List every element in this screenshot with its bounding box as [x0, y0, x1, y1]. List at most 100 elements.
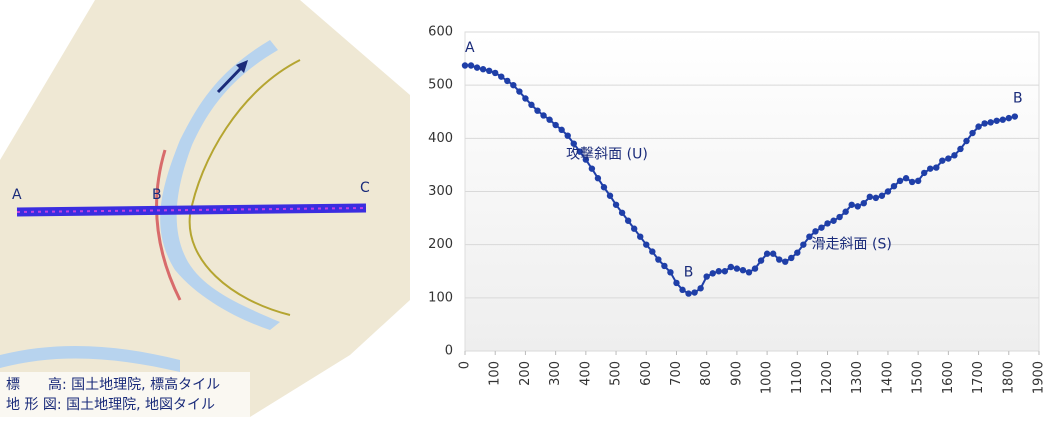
- map-label: B: [152, 187, 162, 203]
- data-point: [994, 118, 1000, 124]
- annotation: A: [465, 40, 475, 56]
- data-point: [963, 138, 969, 144]
- data-point: [685, 290, 691, 296]
- y-tick-label: 200: [428, 237, 453, 252]
- data-point: [540, 112, 546, 118]
- data-point: [951, 152, 957, 158]
- data-point: [546, 117, 552, 123]
- y-tick-label: 0: [445, 344, 453, 359]
- data-point: [1000, 117, 1006, 123]
- data-point: [661, 263, 667, 269]
- data-point: [722, 268, 728, 274]
- data-point: [885, 188, 891, 194]
- data-point: [728, 264, 734, 270]
- data-point: [643, 241, 649, 247]
- data-point: [897, 178, 903, 184]
- data-point: [830, 218, 836, 224]
- data-point: [534, 107, 540, 113]
- x-tick-label: 500: [609, 361, 624, 386]
- annotation: B: [684, 264, 694, 280]
- data-point: [510, 82, 516, 88]
- data-point: [915, 178, 921, 184]
- data-point: [558, 127, 564, 133]
- data-point: [939, 157, 945, 163]
- y-tick-label: 300: [428, 184, 453, 199]
- data-point: [504, 78, 510, 84]
- data-point: [595, 175, 601, 181]
- data-point: [842, 209, 848, 215]
- x-tick-label: 1400: [880, 361, 895, 394]
- data-point: [691, 289, 697, 295]
- data-point: [516, 88, 522, 94]
- data-point: [528, 102, 534, 108]
- x-tick-label: 200: [518, 361, 533, 386]
- data-point: [734, 265, 740, 271]
- data-point: [607, 193, 613, 199]
- data-point: [848, 202, 854, 208]
- data-point: [631, 226, 637, 232]
- x-tick-label: 1600: [941, 361, 956, 394]
- map-label: C: [360, 180, 370, 196]
- x-tick-label: 400: [578, 361, 593, 386]
- data-point: [891, 183, 897, 189]
- y-tick-label: 600: [428, 25, 453, 40]
- data-point: [794, 249, 800, 255]
- data-point: [486, 68, 492, 74]
- data-point: [752, 265, 758, 271]
- data-point: [776, 256, 782, 262]
- data-point: [873, 195, 879, 201]
- data-point: [957, 146, 963, 152]
- data-point: [879, 193, 885, 199]
- data-point: [1012, 113, 1018, 119]
- data-point: [697, 285, 703, 291]
- data-point: [552, 122, 558, 128]
- x-tick-label: 0: [458, 361, 473, 369]
- data-point: [474, 64, 480, 70]
- x-tick-label: 1300: [850, 361, 865, 394]
- x-tick-label: 900: [729, 361, 744, 386]
- x-tick-label: 1000: [760, 361, 775, 394]
- data-point: [987, 119, 993, 125]
- x-tick-label: 1700: [971, 361, 986, 394]
- data-point: [782, 258, 788, 264]
- data-point: [933, 164, 939, 170]
- data-point: [800, 241, 806, 247]
- data-point: [861, 200, 867, 206]
- y-tick-label: 500: [428, 78, 453, 93]
- data-point: [601, 184, 607, 190]
- data-point: [673, 280, 679, 286]
- data-point: [710, 270, 716, 276]
- data-point: [625, 218, 631, 224]
- x-tick-label: 100: [488, 361, 503, 386]
- data-point: [758, 257, 764, 263]
- data-point: [637, 233, 643, 239]
- annotation: B: [1013, 90, 1023, 106]
- data-point: [462, 62, 468, 68]
- x-tick-label: 1200: [820, 361, 835, 394]
- data-point: [788, 255, 794, 261]
- data-point: [589, 165, 595, 171]
- data-point: [468, 62, 474, 68]
- y-tick-label: 400: [428, 131, 453, 146]
- x-tick-label: 600: [639, 361, 654, 386]
- data-point: [836, 214, 842, 220]
- x-tick-label: 800: [699, 361, 714, 386]
- data-point: [855, 203, 861, 209]
- data-point: [909, 179, 915, 185]
- annotation: 滑走斜面 (S): [812, 236, 892, 253]
- data-point: [975, 123, 981, 129]
- data-point: [667, 269, 673, 275]
- x-tick-label: 700: [669, 361, 684, 386]
- data-point: [498, 73, 504, 79]
- data-point: [679, 287, 685, 293]
- credit: 標 高: 国土地理院, 標高タイル: [6, 376, 220, 393]
- data-point: [655, 256, 661, 262]
- data-point: [764, 251, 770, 257]
- data-point: [903, 175, 909, 181]
- data-point: [945, 155, 951, 161]
- map-label: A: [12, 187, 22, 203]
- x-tick-label: 300: [548, 361, 563, 386]
- data-point: [969, 130, 975, 136]
- x-tick-label: 1900: [1032, 361, 1045, 394]
